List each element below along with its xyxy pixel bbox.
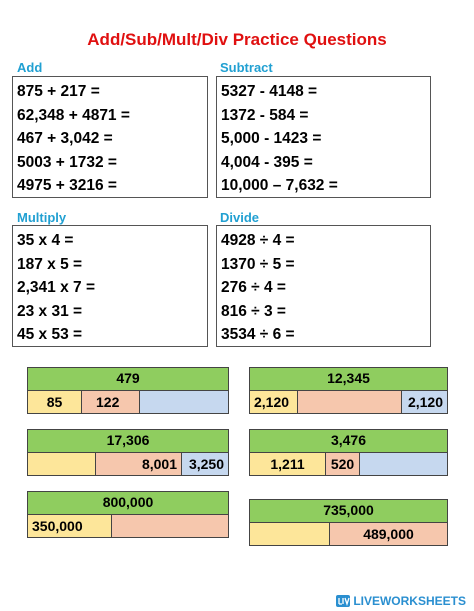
add-question: 875 + 217 =	[17, 83, 100, 100]
divide-question: 1370 ÷ 5 =	[221, 255, 295, 273]
subtract-question: 5327 - 4148 =	[221, 83, 318, 100]
multiply-question: 35 x 4 =	[17, 232, 74, 249]
liveworksheets-brand-text: LIVEWORKSHEETS	[353, 594, 466, 608]
multiply-question-box: 35 x 4 = 187 x 5 = 2,341 x 7 = 23 x 31 =…	[12, 225, 208, 347]
bar-part: 8,001	[96, 453, 182, 475]
bar-part	[298, 391, 402, 413]
bar-model-2: 12,345 2,120 2,120	[249, 367, 448, 414]
bar-part	[28, 453, 96, 475]
bar-part	[360, 453, 447, 475]
liveworksheets-branding: LIVEWORKSHEETS	[336, 594, 466, 608]
add-question: 4975 + 3216 =	[17, 177, 117, 194]
divide-question: 816 ÷ 3 =	[221, 302, 286, 320]
section-label-multiply: Multiply	[17, 210, 67, 225]
add-question-box: 875 + 217 = 62,348 + 4871 = 467 + 3,042 …	[12, 76, 208, 198]
section-label-add: Add	[17, 60, 43, 75]
bar-part: 520	[326, 453, 360, 475]
bar-part	[112, 515, 228, 537]
bar-part	[140, 391, 228, 413]
add-question: 467 + 3,042 =	[17, 130, 113, 147]
divide-question: 276 ÷ 4 =	[221, 279, 286, 296]
bar-part: 350,000	[28, 515, 112, 537]
liveworksheets-logo-icon	[336, 595, 351, 607]
bar-part: 3,250	[182, 453, 228, 475]
bar-model-4: 3,476 1,211 520	[249, 429, 448, 476]
bar-part: 2,120	[250, 391, 298, 413]
divide-question: 3534 ÷ 6 =	[221, 326, 295, 343]
bar-model-total: 735,000	[250, 500, 447, 523]
bar-part	[250, 523, 330, 545]
bar-model-total: 800,000	[28, 492, 228, 515]
page-title: Add/Sub/Mult/Div Practice Questions	[87, 30, 387, 49]
bar-part: 122	[82, 391, 140, 413]
bar-model-6: 735,000 489,000	[249, 499, 448, 546]
subtract-question: 5,000 - 1423 =	[221, 130, 322, 147]
subtract-question: 1372 - 584 =	[221, 106, 309, 124]
divide-question-box: 4928 ÷ 4 = 1370 ÷ 5 = 276 ÷ 4 = 816 ÷ 3 …	[216, 225, 431, 347]
bar-part: 489,000	[330, 523, 447, 545]
bar-model-3: 17,306 8,001 3,250	[27, 429, 229, 476]
multiply-question: 23 x 31 =	[17, 302, 83, 320]
bar-model-total: 12,345	[250, 368, 447, 391]
subtract-question: 4,004 - 395 =	[221, 153, 313, 171]
subtract-question: 10,000 – 7,632 =	[221, 177, 338, 194]
bar-part: 2,120	[402, 391, 447, 413]
section-label-subtract: Subtract	[220, 60, 273, 75]
bar-model-total: 17,306	[28, 430, 228, 453]
bar-model-5: 800,000 350,000	[27, 491, 229, 538]
add-question: 5003 + 1732 =	[17, 153, 117, 171]
bar-model-total: 479	[28, 368, 228, 391]
add-question: 62,348 + 4871 =	[17, 106, 130, 124]
subtract-question-box: 5327 - 4148 = 1372 - 584 = 5,000 - 1423 …	[216, 76, 431, 198]
multiply-question: 2,341 x 7 =	[17, 279, 95, 296]
divide-question: 4928 ÷ 4 =	[221, 232, 295, 249]
section-label-divide: Divide	[220, 210, 260, 225]
multiply-question: 45 x 53 =	[17, 326, 83, 343]
bar-model-1: 479 85 122	[27, 367, 229, 414]
bar-model-total: 3,476	[250, 430, 447, 453]
bar-part: 85	[28, 391, 82, 413]
bar-part: 1,211	[250, 453, 326, 475]
multiply-question: 187 x 5 =	[17, 255, 83, 273]
